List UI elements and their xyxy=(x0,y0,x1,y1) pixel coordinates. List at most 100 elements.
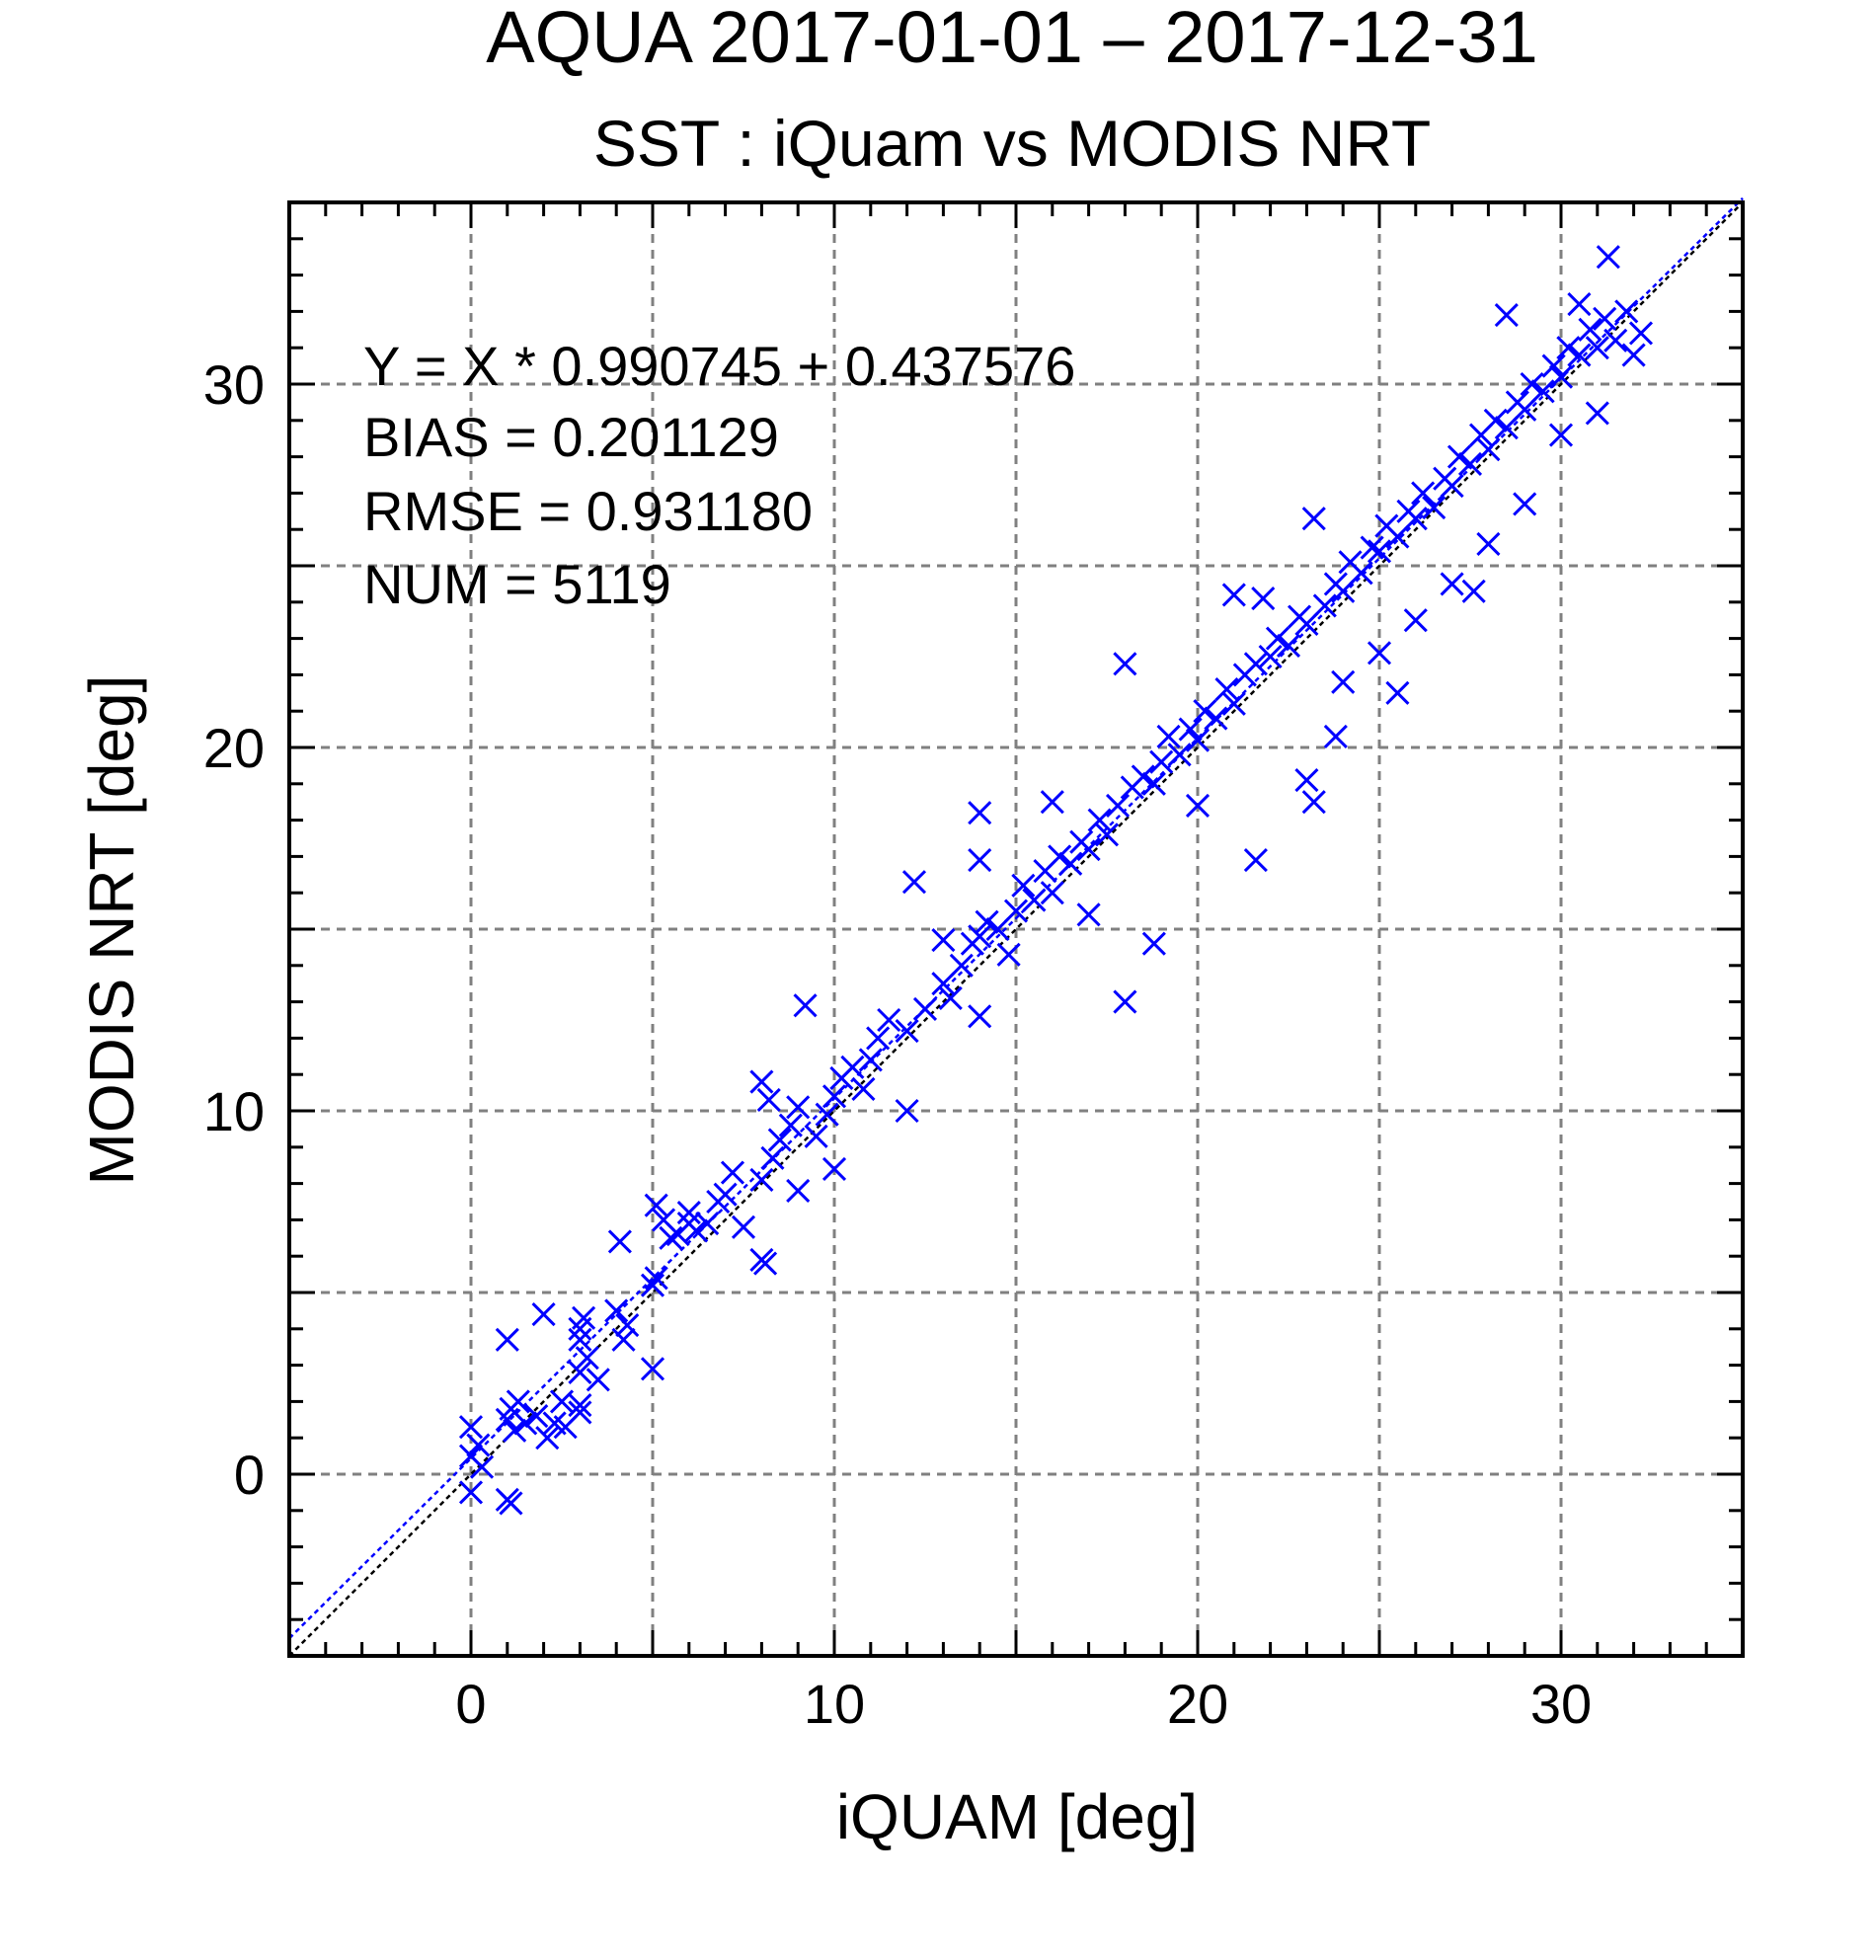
data-point xyxy=(968,924,992,949)
data-point xyxy=(821,1084,847,1109)
data-point xyxy=(535,1426,560,1450)
data-point xyxy=(572,1305,596,1330)
data-point xyxy=(1301,507,1326,531)
data-point xyxy=(1403,608,1428,633)
data-point xyxy=(1621,343,1646,367)
data-point xyxy=(1193,699,1217,724)
data-point xyxy=(793,993,818,1018)
data-point xyxy=(1221,583,1246,607)
gridlines xyxy=(289,202,1743,1656)
data-point xyxy=(786,1178,811,1204)
data-point xyxy=(1294,768,1319,793)
data-point xyxy=(1331,669,1356,694)
x-tick-label: 30 xyxy=(1530,1673,1592,1735)
data-point xyxy=(1567,343,1592,367)
data-point xyxy=(607,1229,632,1254)
data-point xyxy=(1178,717,1203,742)
data-point xyxy=(524,1404,549,1429)
data-point xyxy=(568,1327,592,1352)
data-point xyxy=(815,1102,839,1127)
data-point xyxy=(1011,873,1036,898)
data-point xyxy=(1548,423,1574,447)
data-point xyxy=(968,848,992,873)
data-point xyxy=(1367,641,1392,666)
y-axis-label: MODIS NRT [deg] xyxy=(76,675,147,1186)
data-point xyxy=(1446,444,1472,469)
data-point xyxy=(1585,401,1609,426)
data-point xyxy=(1301,790,1326,815)
data-point xyxy=(1513,492,1537,516)
data-point xyxy=(1513,397,1537,422)
data-point xyxy=(931,927,956,953)
x-tick-label: 10 xyxy=(804,1673,865,1735)
data-point xyxy=(695,1212,720,1236)
data-point xyxy=(1385,524,1410,549)
data-point xyxy=(1105,793,1131,818)
data-point xyxy=(1048,844,1072,869)
data-point xyxy=(1411,481,1436,506)
data-point xyxy=(469,1454,495,1479)
data-point xyxy=(549,1389,575,1414)
data-point xyxy=(912,996,938,1022)
data-point xyxy=(604,1298,629,1323)
data-point xyxy=(760,1145,785,1170)
y-tick-label: 30 xyxy=(203,353,265,416)
data-point xyxy=(1596,245,1620,270)
data-point xyxy=(615,1313,640,1338)
data-point xyxy=(1149,749,1174,774)
data-point xyxy=(1614,299,1639,324)
data-point xyxy=(1265,626,1290,651)
data-point xyxy=(931,972,956,996)
data-point xyxy=(644,1193,668,1217)
data-point xyxy=(1312,593,1337,618)
data-point xyxy=(804,1124,828,1148)
data-point xyxy=(531,1302,556,1327)
data-point xyxy=(1156,724,1181,749)
data-point xyxy=(1076,836,1101,862)
fit-equation: Y = X * 0.990745 + 0.437576 xyxy=(363,335,1075,397)
data-point xyxy=(749,1167,774,1192)
data-points xyxy=(458,245,1654,1516)
data-point xyxy=(1185,793,1211,818)
chart-subtitle: SST : iQuam vs MODIS NRT xyxy=(593,107,1431,180)
data-point xyxy=(1349,561,1373,586)
data-point xyxy=(938,985,963,1010)
data-point xyxy=(1058,851,1083,876)
data-point xyxy=(1628,321,1654,346)
data-point xyxy=(985,916,1010,942)
data-point xyxy=(1457,451,1483,477)
data-point xyxy=(1167,743,1192,767)
fit-line xyxy=(288,196,1744,1640)
bias-stat: BIAS = 0.201129 xyxy=(363,406,779,468)
data-point xyxy=(458,1480,484,1505)
data-point xyxy=(1221,691,1246,716)
data-point xyxy=(1294,611,1319,636)
data-point xyxy=(1440,572,1464,596)
x-tick-label: 20 xyxy=(1167,1673,1228,1735)
minor-ticks xyxy=(289,202,1743,1656)
data-point xyxy=(756,1087,781,1113)
data-point xyxy=(1141,931,1166,956)
data-point xyxy=(503,1418,527,1443)
tick-labels: 0 10 20 30 0 10 20 30 xyxy=(203,353,1592,1735)
data-point xyxy=(1251,587,1276,611)
data-point xyxy=(1204,706,1228,731)
data-point xyxy=(586,1368,610,1392)
data-point xyxy=(1494,416,1519,440)
y-tick-label: 0 xyxy=(234,1444,265,1506)
data-point xyxy=(458,1415,484,1440)
data-point xyxy=(1603,328,1628,353)
data-point xyxy=(767,1128,792,1152)
data-point xyxy=(731,1215,756,1239)
data-point xyxy=(568,1393,592,1418)
data-point xyxy=(749,1069,774,1094)
data-point xyxy=(840,1055,865,1079)
data-point xyxy=(659,1225,683,1250)
data-point xyxy=(1258,644,1283,669)
data-point xyxy=(1578,317,1602,342)
data-point xyxy=(895,1018,919,1044)
data-point xyxy=(1323,724,1348,749)
data-point xyxy=(851,1076,876,1101)
